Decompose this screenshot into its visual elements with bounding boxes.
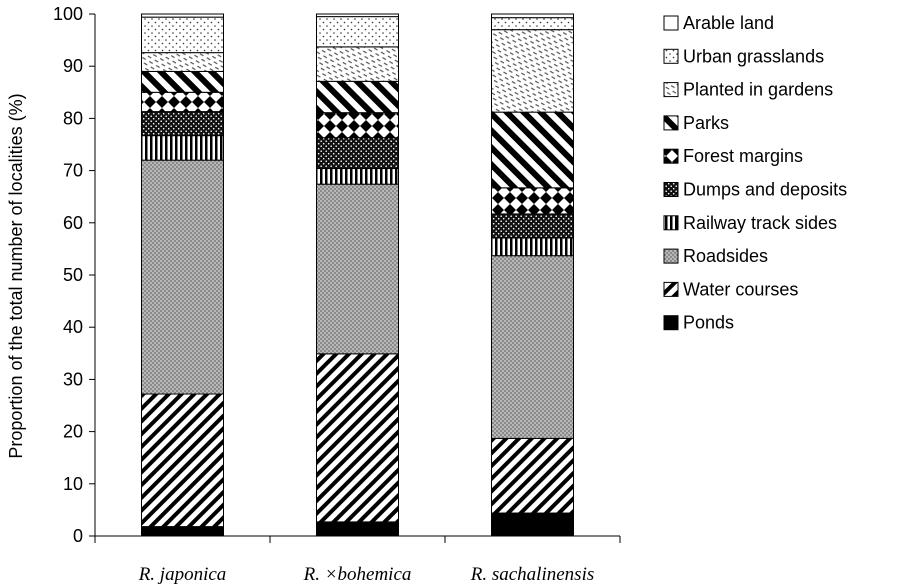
category-label-2: R. ×bohemica [303, 564, 412, 585]
bar-segment-railway-track-sides-2 [316, 168, 399, 185]
y-axis-title: Proportion of the total number of locali… [6, 93, 26, 458]
bar-segment-parks-2 [316, 80, 399, 114]
legend-item-roadsides: Roadsides [663, 246, 768, 266]
bar-segment-urban-grasslands-3 [491, 17, 574, 31]
legend-label: Roadsides [683, 246, 768, 266]
legend-swatch [663, 182, 679, 197]
y-tick-label: 40 [63, 317, 83, 337]
legend-swatch [663, 281, 679, 297]
x-axis: R. japonica R. ×bohemica R. sachalinensis [94, 535, 621, 585]
bar-segment-urban-grasslands-2 [316, 16, 399, 48]
y-tick-label: 0 [73, 526, 83, 546]
y-tick-label: 50 [63, 265, 83, 285]
legend-label: Parks [683, 113, 729, 133]
legend-swatch [663, 115, 679, 131]
legend-item-urban-grasslands: Urban grasslands [663, 46, 824, 66]
bar-segment-parks-3 [491, 111, 574, 189]
bar-segment-arable-land-1 [141, 13, 224, 18]
y-axis: 0 10 20 30 40 50 60 70 80 90 100 [53, 4, 96, 546]
y-tick-label: 70 [63, 161, 83, 181]
bar-segment-forest-margins-2 [316, 112, 399, 139]
legend-swatch [663, 15, 679, 31]
bar-segment-railway-track-sides-1 [141, 135, 224, 161]
legend-label: Forest margins [683, 146, 803, 166]
bar-segment-dumps-and-deposits-2 [316, 137, 399, 170]
legend-item-railway-track-sides: Railway track sides [663, 213, 837, 233]
legend-item-dumps-and-deposits: Dumps and deposits [663, 180, 847, 200]
bar-segment-planted-in-gardens-1 [141, 52, 224, 72]
bar-segment-parks-1 [141, 70, 224, 93]
legend-item-planted-in-gardens: Planted in gardens [663, 80, 833, 100]
category-label-3: R. sachalinensis [470, 564, 595, 585]
bar-segment-railway-track-sides-3 [491, 237, 574, 257]
legend-label: Ponds [683, 313, 734, 333]
legend-swatch [663, 48, 679, 64]
bar-segment-urban-grasslands-1 [141, 16, 224, 54]
bar-segment-roadsides-3 [491, 255, 574, 439]
bar-segment-arable-land-2 [316, 13, 399, 18]
legend-label: Arable land [683, 13, 774, 33]
bar-segment-roadsides-2 [316, 183, 399, 355]
legend-swatch [663, 248, 679, 264]
y-tick-label: 100 [53, 4, 83, 24]
legend-swatch [663, 215, 679, 231]
bar-segment-planted-in-gardens-2 [316, 46, 399, 82]
y-tick-label: 80 [63, 108, 83, 128]
bar-segment-water-courses-3 [491, 437, 574, 514]
legend: Arable land Urban grasslands Planted in ga… [663, 13, 847, 333]
legend-label: Planted in gardens [683, 80, 833, 100]
legend-item-forest-margins: Forest margins [663, 146, 803, 166]
legend-swatch [663, 315, 679, 331]
legend-item-ponds: Ponds [663, 313, 734, 333]
bar-segment-ponds-1 [141, 526, 224, 537]
legend-label: Railway track sides [683, 213, 837, 233]
legend-swatch [663, 82, 679, 98]
legend-item-water-courses: Water courses [663, 279, 798, 299]
y-tick-label: 10 [63, 474, 83, 494]
category-label-1: R. japonica [138, 564, 227, 585]
bar-segment-arable-land-3 [491, 13, 574, 19]
legend-swatch [663, 148, 679, 164]
y-tick-label: 30 [63, 369, 83, 389]
y-tick-label: 60 [63, 213, 83, 233]
bar-segment-dumps-and-deposits-3 [491, 213, 574, 239]
bar-stacks [141, 13, 574, 537]
legend-label: Water courses [683, 279, 798, 299]
legend-item-arable-land: Arable land [663, 13, 774, 33]
bar-segment-ponds-2 [316, 521, 399, 537]
bar-segment-roadsides-1 [141, 159, 224, 395]
bar-segment-ponds-3 [491, 512, 574, 537]
bar-segment-dumps-and-deposits-1 [141, 111, 224, 137]
legend-label: Urban grasslands [683, 46, 824, 66]
y-tick-label: 90 [63, 56, 83, 76]
legend-item-parks: Parks [663, 113, 729, 133]
bar-segment-planted-in-gardens-3 [491, 29, 574, 113]
bar-segment-forest-margins-1 [141, 91, 224, 113]
y-tick-label: 20 [63, 422, 83, 442]
legend-label: Dumps and deposits [683, 180, 847, 200]
bar-segment-forest-margins-3 [491, 187, 574, 215]
bar-segment-water-courses-1 [141, 393, 224, 528]
bar-segment-water-courses-2 [316, 353, 399, 523]
